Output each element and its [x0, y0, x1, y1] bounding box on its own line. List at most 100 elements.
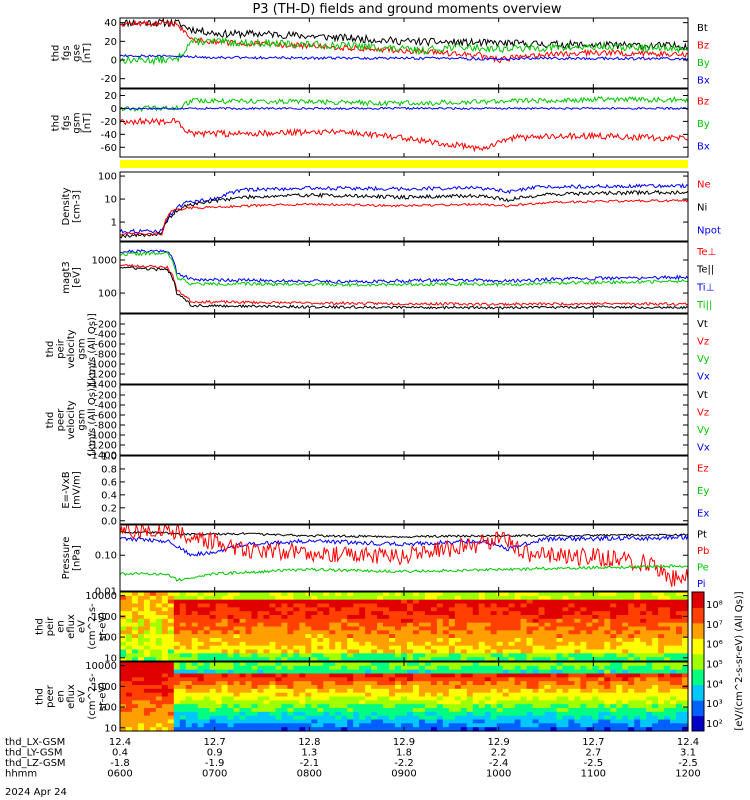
spectrogram-cell — [628, 622, 635, 628]
y-axis-label: fgs — [61, 115, 72, 130]
spectrogram-cell — [335, 657, 342, 662]
spectrogram-cell — [424, 723, 432, 728]
spectrogram-cell — [502, 727, 510, 732]
spectrogram-cell — [161, 641, 169, 647]
spectrogram-cell — [341, 696, 348, 701]
spectrogram-cell — [526, 615, 534, 620]
spectrogram-cell — [383, 657, 390, 662]
spectrogram-cell — [125, 611, 133, 616]
spectrogram-cell — [478, 711, 486, 717]
spectrogram-cell — [436, 715, 444, 721]
spectrogram-cell — [179, 653, 187, 658]
spectrogram-cell — [203, 649, 211, 654]
spectrogram-cell — [598, 603, 605, 608]
spectrogram-cell — [514, 634, 522, 639]
spectrogram-cell — [287, 719, 294, 724]
spectrogram-cell — [365, 700, 372, 705]
spectrogram-cell — [365, 715, 372, 721]
spectrogram-cell — [598, 622, 605, 628]
spectrogram-cell — [329, 719, 336, 724]
spectrogram-cell — [538, 700, 546, 705]
spectrogram-cell — [550, 700, 558, 705]
spectrogram-cell — [293, 688, 300, 694]
spectrogram-cell — [508, 692, 516, 698]
spectrogram-cell — [353, 715, 360, 721]
spectrogram-cell — [580, 657, 587, 662]
spectrogram-cell — [281, 618, 289, 624]
ephemeris-value: -2.2 — [394, 758, 414, 769]
spectrogram-cell — [209, 657, 217, 662]
spectrogram-cell — [329, 638, 336, 643]
spectrogram-cell — [125, 595, 133, 601]
spectrogram-cell — [329, 641, 336, 647]
spectrogram-cell — [359, 599, 366, 605]
spectrogram-cell — [341, 595, 348, 601]
legend-entry: Ex — [697, 509, 709, 520]
spectrogram-cell — [233, 657, 241, 662]
spectrogram-cell — [550, 677, 558, 682]
spectrogram-cell — [173, 618, 181, 624]
spectrogram-cell — [658, 700, 665, 705]
spectrogram-cell — [383, 607, 390, 612]
spectrogram-cell — [299, 607, 306, 612]
spectrogram-cell — [622, 592, 629, 597]
spectrogram-cell — [514, 595, 522, 601]
spectrogram-cell — [454, 665, 462, 671]
y-tick-label: 100 — [98, 633, 117, 644]
spectrogram-cell — [496, 719, 504, 724]
spectrogram-cell — [257, 685, 265, 690]
spectrogram-cell — [179, 700, 187, 705]
spectrogram-cell — [335, 618, 342, 624]
spectrogram-cell — [418, 708, 426, 713]
spectrogram-cell — [472, 677, 480, 682]
spectrogram-cell — [149, 626, 157, 631]
spectrogram-cell — [359, 688, 366, 694]
spectrogram-cell — [227, 665, 235, 671]
spectrogram-cell — [371, 638, 378, 643]
spectrogram-cell — [137, 692, 145, 698]
spectrogram-cell — [215, 649, 223, 654]
spectrogram-cell — [460, 653, 468, 658]
ephemeris-value: -2.5 — [678, 758, 698, 769]
spectrogram-cell — [131, 688, 139, 694]
spectrogram-cell — [335, 603, 342, 608]
spectrogram-cell — [634, 688, 641, 694]
spectrogram-cell — [466, 715, 474, 721]
spectrogram-cell — [155, 708, 163, 713]
spectrogram-cell — [490, 641, 498, 647]
spectrogram-cell — [209, 692, 217, 698]
spectrogram-cell — [574, 649, 581, 654]
spectrogram-cell — [436, 665, 444, 671]
spectrogram-cell — [664, 688, 671, 694]
legend-entry: Bx — [697, 75, 710, 86]
spectrogram-cell — [179, 657, 187, 662]
spectrogram-cell — [179, 615, 187, 620]
spectrogram-cell — [251, 611, 259, 616]
spectrogram-cell — [299, 696, 306, 701]
legend-entry: Ne — [697, 180, 711, 191]
spectrogram-cell — [460, 692, 468, 698]
spectrogram-cell — [514, 665, 522, 671]
spectrogram-cell — [287, 649, 294, 654]
spectrogram-cell — [514, 685, 522, 690]
spectrogram-cell — [185, 665, 193, 671]
spectrogram-cell — [383, 719, 390, 724]
spectrogram-cell — [137, 649, 145, 654]
spectrogram-cell — [125, 681, 133, 686]
spectrogram-cell — [424, 657, 432, 662]
spectrogram-cell — [562, 704, 570, 709]
spectrogram-cell — [120, 715, 127, 721]
spectrogram-cell — [454, 692, 462, 698]
spectrogram-cell — [556, 708, 564, 713]
spectrogram-cell — [179, 669, 187, 675]
spectrogram-cell — [221, 657, 229, 662]
spectrogram-cell — [389, 673, 396, 678]
spectrogram-cell — [544, 685, 552, 690]
spectrogram-cell — [209, 592, 217, 597]
spectrogram-cell — [550, 630, 558, 635]
spectrogram-cell — [412, 700, 420, 705]
spectrogram-cell — [365, 719, 372, 724]
spectrogram-cell — [622, 708, 629, 713]
spectrogram-cell — [131, 685, 139, 690]
